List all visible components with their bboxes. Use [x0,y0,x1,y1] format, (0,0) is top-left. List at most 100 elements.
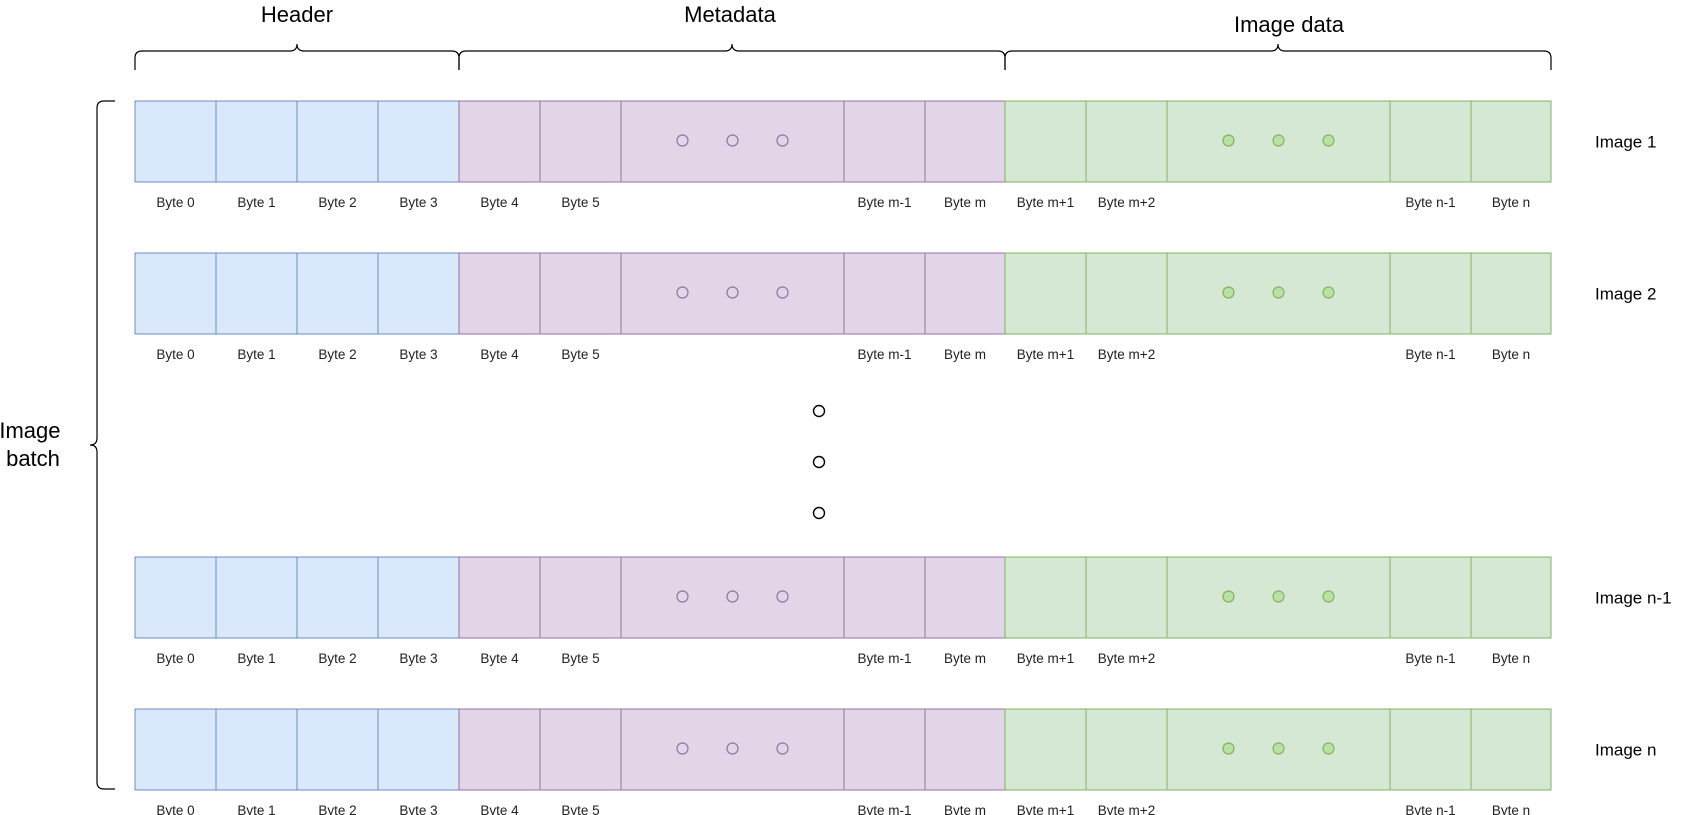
byte-cell [924,252,1006,335]
byte-label: Byte 4 [480,195,519,210]
ellipsis-dot [676,286,689,299]
ellipsis-dot [776,134,789,147]
byte-label: Byte m-1 [857,651,911,666]
ellipsis-dot [1222,590,1235,603]
byte-label: Byte n-1 [1405,651,1455,666]
byte-label: Byte 0 [156,651,194,666]
byte-label: Byte n [1492,195,1530,210]
image-row: Byte 0 Byte 1 Byte 2 Byte 3 Byte 4 Byte 5 Byte… [134,556,1672,666]
byte-cell [377,252,460,335]
byte-label: Byte m [944,803,986,815]
byte-label: Byte n-1 [1405,195,1455,210]
byte-cell [458,708,541,791]
batch-label-line-2: batch [6,446,60,471]
byte-cell [1470,100,1552,183]
byte-cell [924,708,1006,791]
byte-label: Byte 3 [399,195,437,210]
byte-cell [134,708,217,791]
byte-label: Byte 0 [156,803,194,815]
batch-brace [89,100,115,790]
byte-label: Byte 3 [399,803,437,815]
image-row: Byte 0 Byte 1 Byte 2 Byte 3 Byte 4 Byte 5 Byte… [134,708,1656,815]
ellipsis-dot [1322,590,1335,603]
byte-label: Byte n [1492,803,1530,815]
byte-cell [1470,252,1552,335]
byte-cell [1389,556,1472,639]
byte-cell-ellipsis [620,100,845,183]
byte-label: Byte m-1 [857,195,911,210]
byte-label: Byte m [944,651,986,666]
byte-cell [539,708,622,791]
byte-label: Byte 1 [237,347,275,362]
byte-cell [296,100,379,183]
vertical-ellipsis-dot [812,404,826,418]
byte-label: Byte n [1492,651,1530,666]
byte-cell [539,556,622,639]
byte-label: Byte 3 [399,651,437,666]
section-label-metadata: Metadata [684,2,776,27]
byte-label: Byte 2 [318,195,356,210]
vertical-ellipsis-dot [812,506,826,520]
byte-cell [134,556,217,639]
byte-cell [843,100,926,183]
byte-label: Byte 4 [480,803,519,815]
ellipsis-dot [726,590,739,603]
byte-cell [134,252,217,335]
batch-label-line-1: Image [0,418,61,443]
row-label: Image n-1 [1595,589,1672,608]
ellipsis-dot [1222,742,1235,755]
batch-label: Image batch [0,418,67,471]
byte-label: Byte m+1 [1017,803,1074,815]
byte-label: Byte 5 [561,195,599,210]
byte-cell [1389,252,1472,335]
byte-cell [1389,708,1472,791]
byte-cell [377,100,460,183]
vertical-ellipsis [812,404,826,520]
byte-cell [296,556,379,639]
byte-label: Byte 1 [237,803,275,815]
byte-cell [215,252,298,335]
ellipsis-dot [726,286,739,299]
row-label: Image 2 [1595,285,1656,304]
byte-label: Byte m [944,195,986,210]
byte-label: Byte m+2 [1098,347,1155,362]
byte-cell [1085,100,1168,183]
byte-cell [843,252,926,335]
byte-label: Byte 2 [318,651,356,666]
ellipsis-dot [1322,134,1335,147]
batch-group: Image batch [0,100,115,790]
byte-label: Byte m+1 [1017,651,1074,666]
vertical-ellipsis-dot [812,455,826,469]
byte-cell-ellipsis [620,556,845,639]
byte-cell [1004,708,1087,791]
image-data-brace [1004,43,1552,70]
byte-label: Byte m+1 [1017,195,1074,210]
byte-cell [924,100,1006,183]
byte-cell [1085,708,1168,791]
byte-cell [458,252,541,335]
byte-cell-ellipsis [620,252,845,335]
byte-label: Byte m [944,347,986,362]
byte-cell [377,708,460,791]
byte-label: Byte 2 [318,803,356,815]
ellipsis-dot [1222,286,1235,299]
byte-cell [539,100,622,183]
ellipsis-dot [776,286,789,299]
byte-label: Byte n-1 [1405,347,1455,362]
ellipsis-dot [676,134,689,147]
metadata-brace [458,43,1006,70]
byte-cell [1389,100,1472,183]
byte-label: Byte 4 [480,347,519,362]
byte-cell [539,252,622,335]
section-label-image-data: Image data [1234,12,1345,37]
ellipsis-dot [676,742,689,755]
byte-label: Byte 3 [399,347,437,362]
byte-cell [1470,708,1552,791]
byte-cell [458,556,541,639]
header-brace [134,43,460,70]
ellipsis-dot [776,590,789,603]
image-row: Byte 0 Byte 1 Byte 2 Byte 3 Byte 4 Byte 5 Byte… [134,100,1656,210]
byte-label: Byte m+2 [1098,195,1155,210]
byte-label: Byte 5 [561,803,599,815]
